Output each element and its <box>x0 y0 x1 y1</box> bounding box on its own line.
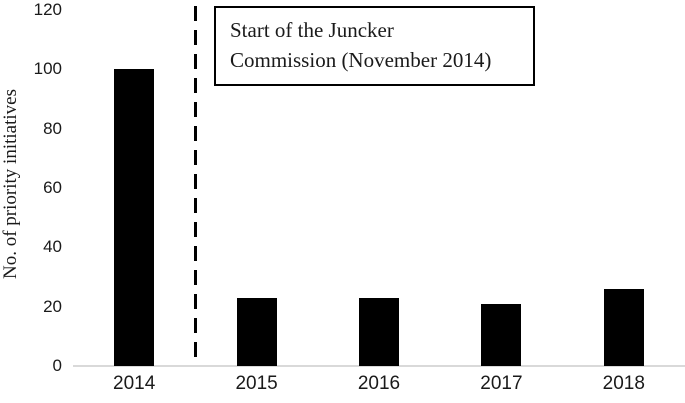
y-tick-label: 0 <box>52 356 62 375</box>
y-tick-label: 20 <box>43 296 62 316</box>
y-tick-label: 120 <box>33 0 62 19</box>
juncker-start-dashed-line <box>194 6 197 365</box>
x-axis-line <box>73 365 685 367</box>
y-tick-label: 80 <box>43 118 62 138</box>
annotation-box: Start of the Juncker Commission (Novembe… <box>214 6 535 86</box>
y-tick-label: 100 <box>33 59 62 79</box>
x-tick-label: 2018 <box>602 373 645 394</box>
x-tick-label: 2017 <box>480 373 523 394</box>
x-tick-label: 2016 <box>357 373 401 394</box>
bar-2017 <box>481 303 522 366</box>
bar-2018 <box>603 288 644 366</box>
bar-2014 <box>114 69 155 366</box>
x-tick-label: 2014 <box>113 373 156 394</box>
bar-2015 <box>236 297 277 366</box>
y-tick-label: 60 <box>43 178 62 197</box>
y-tick-label: 40 <box>43 237 62 257</box>
bar-2016 <box>359 297 399 366</box>
x-tick-label: 2015 <box>235 373 278 394</box>
